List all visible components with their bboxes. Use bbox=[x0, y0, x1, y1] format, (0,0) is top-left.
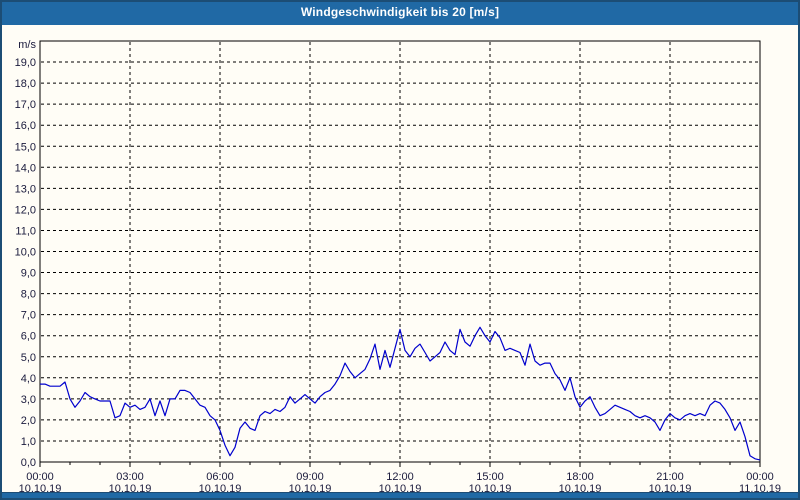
y-tick-label: 2,0 bbox=[21, 415, 36, 427]
y-tick-label: 15,0 bbox=[15, 141, 36, 153]
y-tick-label: 4,0 bbox=[21, 373, 36, 385]
y-tick-label: 0,0 bbox=[21, 457, 36, 469]
y-tick-label: 1,0 bbox=[21, 436, 36, 448]
x-tick-time-label: 09:00 bbox=[296, 471, 324, 483]
y-tick-label: 5,0 bbox=[21, 352, 36, 364]
x-tick-time-label: 00:00 bbox=[746, 471, 774, 483]
x-tick-time-label: 21:00 bbox=[656, 471, 684, 483]
x-tick-time-label: 06:00 bbox=[206, 471, 234, 483]
x-tick-time-label: 18:00 bbox=[566, 471, 594, 483]
y-tick-label: 8,0 bbox=[21, 289, 36, 301]
bottom-bar bbox=[0, 492, 800, 500]
y-tick-label: 19,0 bbox=[15, 57, 36, 69]
y-tick-label: 14,0 bbox=[15, 162, 36, 174]
x-tick-time-label: 15:00 bbox=[476, 471, 504, 483]
wind-speed-line bbox=[40, 326, 761, 461]
y-tick-label: 13,0 bbox=[15, 183, 36, 195]
y-tick-label: 18,0 bbox=[15, 78, 36, 90]
y-tick-label: 12,0 bbox=[15, 204, 36, 216]
x-tick-time-label: 00:00 bbox=[26, 471, 54, 483]
x-tick-time-label: 03:00 bbox=[116, 471, 144, 483]
y-tick-label: 9,0 bbox=[21, 268, 36, 280]
y-tick-label: 11,0 bbox=[15, 225, 36, 237]
y-axis-unit-label: m/s bbox=[18, 39, 36, 51]
y-tick-label: 17,0 bbox=[15, 99, 36, 111]
y-tick-label: 16,0 bbox=[15, 120, 36, 132]
window-title: Windgeschwindigkeit bis 20 [m/s] bbox=[300, 5, 500, 19]
y-tick-label: 3,0 bbox=[21, 394, 36, 406]
window-titlebar: Windgeschwindigkeit bis 20 [m/s] bbox=[0, 0, 800, 25]
y-tick-label: 6,0 bbox=[21, 331, 36, 343]
x-tick-time-label: 12:00 bbox=[386, 471, 414, 483]
y-tick-label: 7,0 bbox=[21, 310, 36, 322]
y-tick-label: 10,0 bbox=[15, 247, 36, 259]
